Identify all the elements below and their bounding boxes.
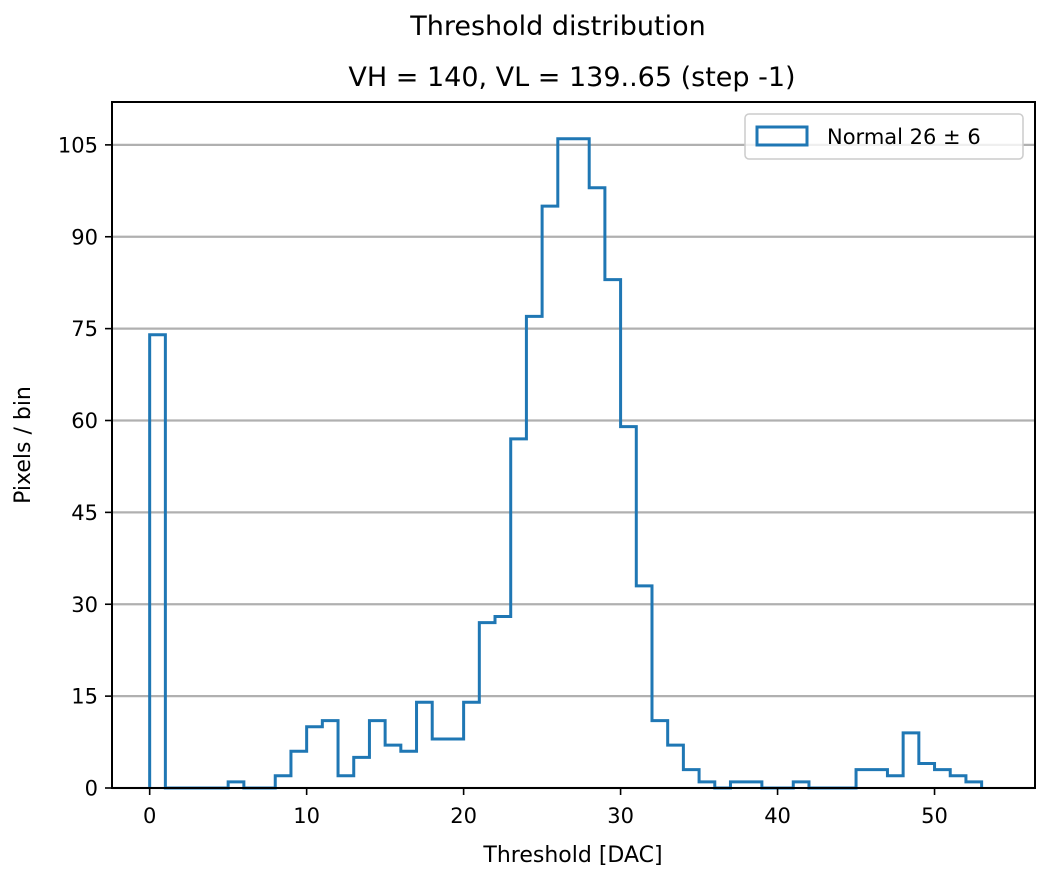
x-tick-label: 0 xyxy=(143,804,156,828)
x-tick-label: 40 xyxy=(764,804,791,828)
x-tick-label: 20 xyxy=(450,804,477,828)
histogram-series xyxy=(148,137,984,790)
x-axis-label: Threshold [DAC] xyxy=(482,843,662,868)
histogram-outline xyxy=(148,137,984,790)
y-tick-label: 30 xyxy=(71,593,98,617)
chart-subtitle: VH = 140, VL = 139..65 (step -1) xyxy=(348,62,795,93)
legend-label: Normal 26 ± 6 xyxy=(827,125,981,149)
y-tick-label: 90 xyxy=(71,225,98,249)
plot-frame xyxy=(111,101,1036,789)
y-tick-label: 105 xyxy=(58,133,98,157)
x-tick-label: 50 xyxy=(921,804,948,828)
y-tick-label: 15 xyxy=(71,685,98,709)
legend-swatch xyxy=(755,125,809,147)
chart-title: Threshold distribution xyxy=(409,11,706,42)
y-tick-label: 0 xyxy=(85,777,98,801)
x-axis-ticks: 0 10 20 30 40 50 xyxy=(143,788,948,828)
x-tick-label: 30 xyxy=(607,804,634,828)
y-axis-label: Pixels / bin xyxy=(11,386,36,504)
legend-box xyxy=(744,113,1024,160)
y-tick-label: 60 xyxy=(71,409,98,433)
y-tick-label: 45 xyxy=(71,501,98,525)
x-tick-label: 10 xyxy=(293,804,320,828)
legend: Normal 26 ± 6 xyxy=(744,113,1024,160)
y-tick-label: 75 xyxy=(71,317,98,341)
y-axis-ticks: 0 15 30 45 60 75 90 105 xyxy=(58,133,112,801)
